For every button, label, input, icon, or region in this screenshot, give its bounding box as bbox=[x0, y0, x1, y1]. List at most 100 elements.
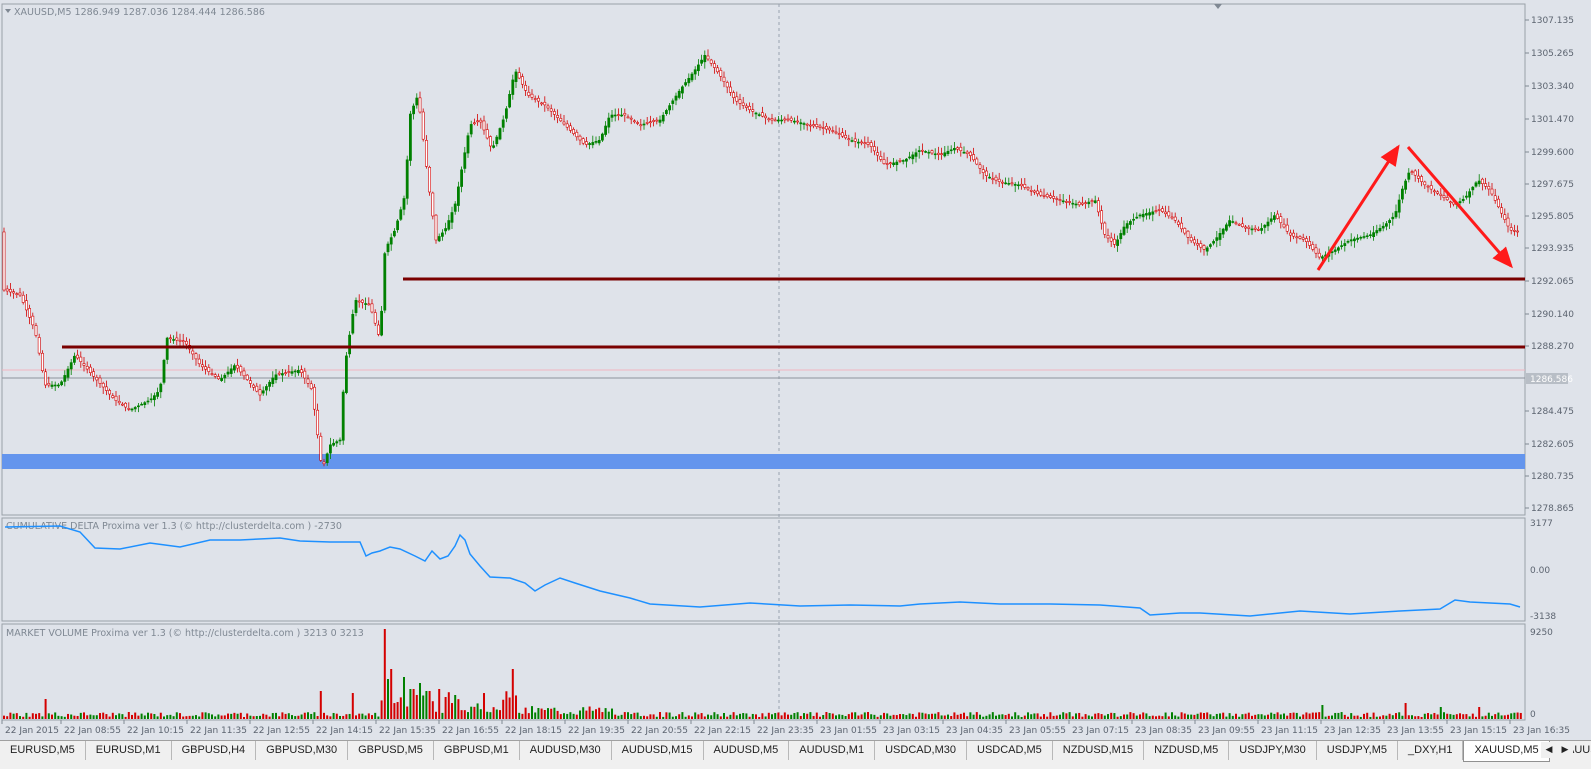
volume-bar bbox=[265, 714, 268, 719]
candle-body bbox=[1388, 220, 1392, 224]
candle-body bbox=[1276, 213, 1280, 219]
candle-body bbox=[463, 152, 467, 169]
candle-body bbox=[664, 110, 668, 114]
candle-body bbox=[85, 366, 89, 370]
candle-body bbox=[2, 231, 6, 291]
volume-bar bbox=[1337, 712, 1340, 719]
candle-body bbox=[552, 111, 556, 115]
volume-bar bbox=[211, 714, 213, 719]
candle-body bbox=[876, 152, 880, 156]
candle-body bbox=[904, 158, 908, 162]
chart-tab[interactable]: USDCAD,M5 bbox=[967, 741, 1053, 760]
chart-tab[interactable]: EURUSD,M1 bbox=[86, 741, 172, 760]
candle-body bbox=[1420, 176, 1424, 182]
volume-bar bbox=[1427, 713, 1429, 719]
chart-tab[interactable]: GBPUSD,M30 bbox=[256, 741, 349, 760]
time-axis[interactable]: 22 Jan 2015 22 Jan 08:55 22 Jan 10:15 22 Ja… bbox=[1, 720, 1570, 736]
candle-body bbox=[300, 369, 304, 373]
chart-tab[interactable]: AUDUSD,M1 bbox=[789, 741, 876, 760]
volume-pane[interactable] bbox=[1, 623, 1526, 721]
chart-window[interactable]: 1307.135 1305.265 1303.340 1301.470 1299.600… bbox=[0, 0, 1591, 740]
tabs-scroll-right[interactable]: ▶ bbox=[1557, 742, 1573, 758]
volume-bar bbox=[1014, 712, 1017, 719]
volume-bar bbox=[687, 715, 690, 719]
collapse-triangle-icon[interactable] bbox=[5, 9, 11, 13]
price-label: 1292.065 bbox=[1531, 277, 1574, 287]
chart-tab[interactable]: NZDUSD,M5 bbox=[1144, 741, 1230, 760]
chart-tab[interactable]: XAUUSD,M5 bbox=[1463, 741, 1550, 762]
candle-body bbox=[837, 133, 841, 135]
volume-bar bbox=[79, 712, 82, 719]
shift-marker-icon[interactable] bbox=[1214, 4, 1222, 9]
price-scale[interactable]: 1307.135 1305.265 1303.340 1301.470 1299.600… bbox=[1525, 16, 1574, 514]
volume-bar bbox=[889, 715, 892, 719]
down-arrow-annotation[interactable] bbox=[1406, 146, 1513, 269]
volume-bar bbox=[790, 714, 793, 719]
candle-body bbox=[56, 384, 60, 387]
volume-bar bbox=[246, 713, 249, 719]
candle-body bbox=[588, 143, 592, 145]
volume-bar bbox=[1151, 715, 1154, 719]
chart-tab[interactable]: USDJPY,M5 bbox=[1317, 741, 1399, 760]
chart-tab[interactable]: GBPUSD,M5 bbox=[348, 741, 434, 760]
candle-body bbox=[933, 153, 937, 156]
chart-tab[interactable]: AUDUSD,M30 bbox=[520, 741, 612, 760]
volume-bar bbox=[1123, 714, 1125, 719]
volume-bar bbox=[1119, 716, 1122, 719]
candle-body bbox=[850, 140, 854, 142]
volume-bar bbox=[1187, 714, 1189, 719]
volume-bar bbox=[406, 706, 409, 719]
candle-body bbox=[1225, 224, 1228, 231]
volume-bar bbox=[169, 714, 172, 719]
volume-bar bbox=[1324, 716, 1327, 719]
volume-bar bbox=[6, 716, 9, 719]
volume-bar bbox=[3, 715, 5, 719]
volume-bar bbox=[572, 713, 575, 719]
volume-bar bbox=[118, 713, 121, 719]
candle-body bbox=[591, 142, 595, 146]
volume-bar bbox=[1030, 714, 1033, 719]
price-label: 1293.935 bbox=[1531, 244, 1574, 254]
candle-body bbox=[1189, 237, 1193, 242]
volume-bar bbox=[60, 716, 63, 719]
volume-bar bbox=[1302, 714, 1305, 719]
time-label: 23 Jan 13:55 bbox=[1387, 726, 1444, 736]
candle-body bbox=[1394, 211, 1398, 218]
volume-bar bbox=[467, 712, 469, 719]
volume-bar bbox=[67, 713, 69, 719]
chart-tab[interactable]: EURUSD,M5 bbox=[0, 741, 86, 760]
candle-body bbox=[799, 122, 803, 125]
volume-bar bbox=[70, 714, 73, 719]
chart-tab[interactable]: AUDUSD,M5 bbox=[704, 741, 790, 760]
volume-bar bbox=[1107, 714, 1109, 719]
candle-body bbox=[447, 220, 451, 230]
volume-bar bbox=[348, 713, 351, 719]
chart-tab[interactable]: GBPUSD,M1 bbox=[434, 741, 520, 760]
chart-tab[interactable]: _DXY,H1 bbox=[1398, 741, 1464, 760]
candle-body bbox=[197, 358, 201, 365]
tabs-scroll-left[interactable]: ◀ bbox=[1541, 742, 1557, 758]
volume-bar bbox=[700, 713, 703, 719]
chart-tab[interactable]: NZDUSD,M15 bbox=[1053, 741, 1145, 760]
candle-body bbox=[424, 140, 428, 167]
volume-bar bbox=[633, 712, 636, 719]
candle-body bbox=[271, 377, 275, 385]
delta-pane[interactable] bbox=[1, 517, 1526, 622]
candle-body bbox=[322, 461, 326, 465]
price-label: 1303.340 bbox=[1531, 82, 1574, 92]
volume-bar bbox=[646, 716, 649, 719]
chart-canvas[interactable]: 1307.135 1305.265 1303.340 1301.470 1299.600… bbox=[0, 0, 1591, 740]
volume-bar bbox=[809, 712, 812, 719]
chart-tab[interactable]: GBPUSD,H4 bbox=[172, 741, 257, 760]
volume-bar bbox=[1174, 715, 1177, 719]
chart-tab[interactable]: USDCAD,M30 bbox=[875, 741, 967, 760]
candle-body bbox=[610, 114, 614, 118]
support-zone-rectangle[interactable] bbox=[2, 454, 1525, 469]
chart-tab[interactable]: AUDUSD,M15 bbox=[612, 741, 704, 760]
main-price-pane[interactable] bbox=[1, 3, 1526, 516]
up-arrow-annotation[interactable] bbox=[1316, 144, 1400, 271]
chart-tab[interactable]: USDJPY,M30 bbox=[1229, 741, 1317, 760]
volume-bar bbox=[422, 695, 425, 719]
volume-bar bbox=[963, 712, 965, 719]
candle-body bbox=[1065, 201, 1068, 203]
